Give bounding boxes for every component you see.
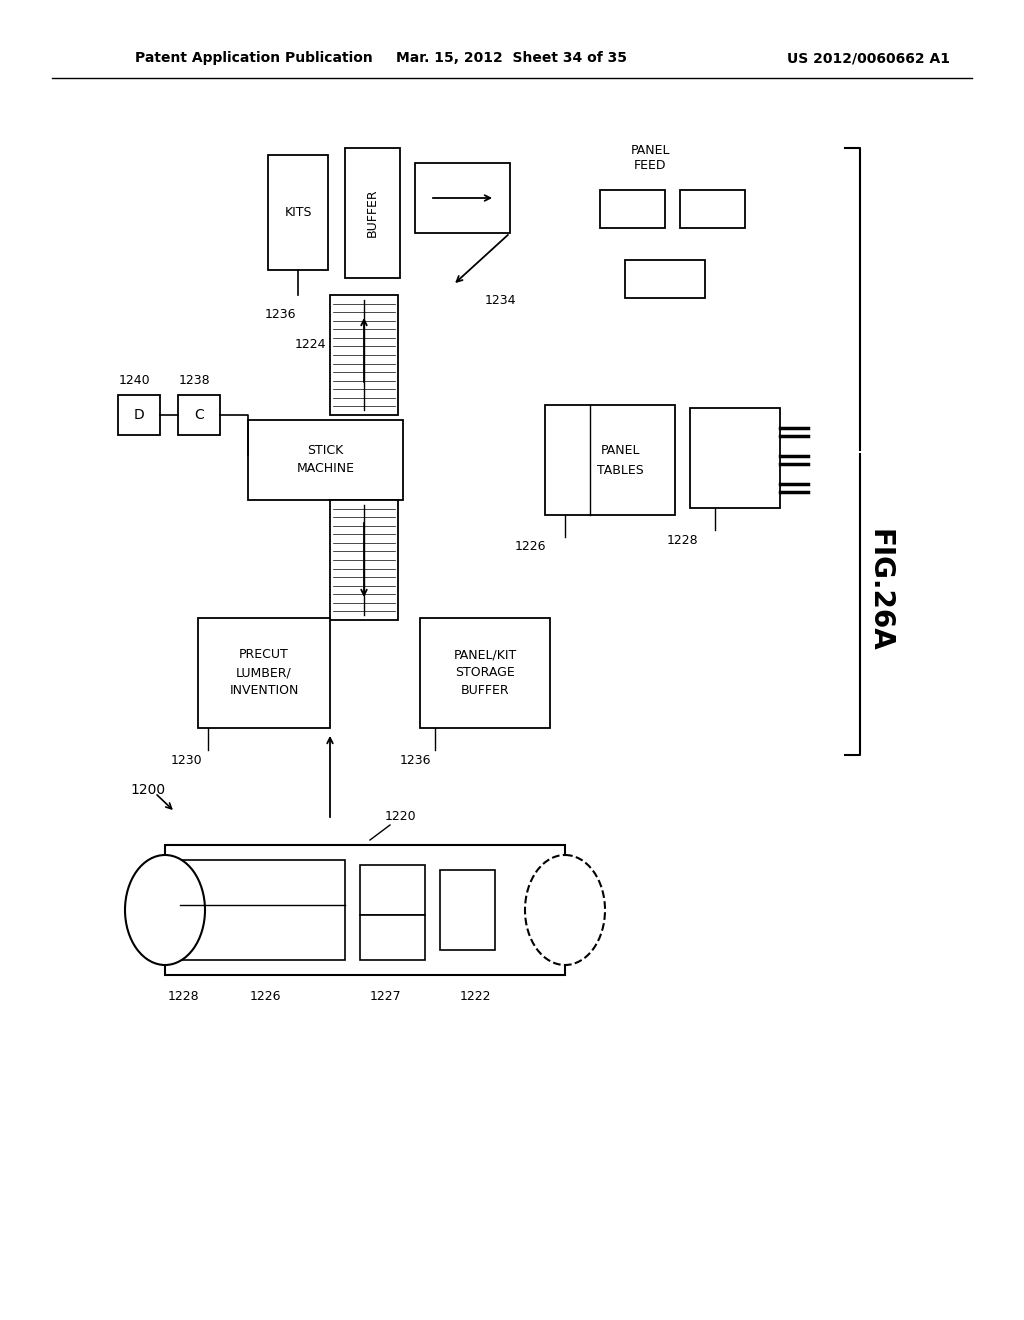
Bar — [268, 154, 328, 271]
Text: MACHINE: MACHINE — [297, 462, 354, 474]
Text: PANEL/KIT: PANEL/KIT — [454, 648, 517, 661]
Text: 1200: 1200 — [130, 783, 166, 797]
Text: 1230: 1230 — [170, 754, 202, 767]
Bar — [118, 395, 160, 436]
Bar — [545, 405, 675, 515]
Text: TABLES: TABLES — [597, 463, 643, 477]
Bar — [680, 190, 745, 228]
Text: KITS: KITS — [285, 206, 311, 219]
Bar — [600, 190, 665, 228]
Bar — [330, 500, 398, 620]
Bar — [248, 420, 403, 500]
Bar — [415, 162, 510, 234]
Bar — [165, 845, 565, 975]
Ellipse shape — [525, 855, 605, 965]
Text: 1228: 1228 — [667, 533, 697, 546]
Text: C: C — [195, 408, 204, 422]
Bar — [440, 870, 495, 950]
Text: 1222: 1222 — [459, 990, 490, 1003]
Text: PRECUT: PRECUT — [240, 648, 289, 661]
Bar — [178, 395, 220, 436]
Text: 1236: 1236 — [399, 754, 431, 767]
Bar — [180, 861, 345, 960]
Text: 1224: 1224 — [294, 338, 326, 351]
Text: US 2012/0060662 A1: US 2012/0060662 A1 — [787, 51, 950, 65]
Text: INVENTION: INVENTION — [229, 685, 299, 697]
Text: 1220: 1220 — [384, 809, 416, 822]
Text: 1238: 1238 — [178, 375, 210, 388]
Text: 1234: 1234 — [484, 293, 516, 306]
Bar — [420, 618, 550, 729]
Bar — [345, 148, 400, 279]
Text: BUFFER: BUFFER — [461, 685, 509, 697]
Bar — [330, 294, 398, 414]
Text: 1227: 1227 — [370, 990, 400, 1003]
Text: 1226: 1226 — [249, 990, 281, 1003]
Bar — [690, 408, 780, 508]
Text: PANEL: PANEL — [600, 444, 640, 457]
Text: STICK: STICK — [307, 444, 344, 457]
Bar — [360, 865, 425, 915]
Text: BUFFER: BUFFER — [366, 189, 379, 238]
Text: LUMBER/: LUMBER/ — [237, 667, 292, 680]
Text: 1240: 1240 — [118, 375, 150, 388]
Text: 1226: 1226 — [514, 540, 546, 553]
Bar — [198, 618, 330, 729]
Ellipse shape — [125, 855, 205, 965]
Text: Mar. 15, 2012  Sheet 34 of 35: Mar. 15, 2012 Sheet 34 of 35 — [396, 51, 628, 65]
Text: 1236: 1236 — [264, 309, 296, 322]
Text: Patent Application Publication: Patent Application Publication — [135, 51, 373, 65]
Text: FIG.26A: FIG.26A — [866, 528, 894, 651]
Text: STORAGE: STORAGE — [455, 667, 515, 680]
Text: 1228: 1228 — [167, 990, 199, 1003]
Text: PANEL
FEED: PANEL FEED — [630, 144, 670, 172]
Text: D: D — [133, 408, 144, 422]
Bar — [625, 260, 705, 298]
Bar — [360, 915, 425, 960]
